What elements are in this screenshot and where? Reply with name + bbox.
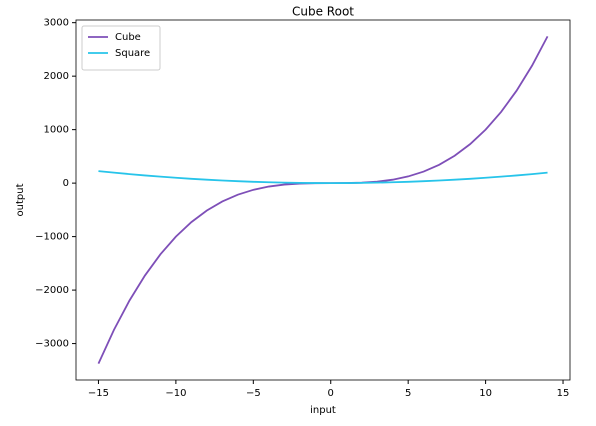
y-axis-label: output <box>15 183 26 216</box>
x-tick-label: 10 <box>479 388 492 399</box>
legend-label: Square <box>115 48 150 59</box>
x-tick-label: −5 <box>246 388 261 399</box>
x-tick-label: 0 <box>328 388 334 399</box>
x-tick-label: 15 <box>557 388 570 399</box>
chart-title: Cube Root <box>292 5 354 19</box>
y-tick-label: −3000 <box>35 339 69 350</box>
x-tick-label: 5 <box>405 388 411 399</box>
x-axis-label: input <box>310 405 336 416</box>
axes-frame <box>75 19 571 381</box>
legend-label: Cube <box>115 32 141 43</box>
y-tick-label: −1000 <box>35 232 69 243</box>
line-series <box>98 170 548 185</box>
y-tick-label: 2000 <box>44 71 69 82</box>
line-series <box>97 35 549 365</box>
x-tick-label: −10 <box>165 388 186 399</box>
y-tick-label: −2000 <box>35 285 69 296</box>
y-tick-label: 3000 <box>44 18 69 29</box>
y-tick-label: 0 <box>63 178 69 189</box>
y-tick-label: 1000 <box>44 125 69 136</box>
x-tick-label: −15 <box>88 388 109 399</box>
